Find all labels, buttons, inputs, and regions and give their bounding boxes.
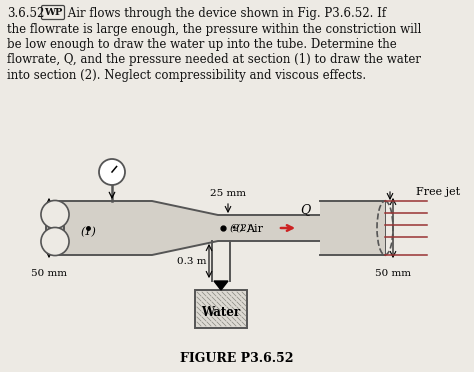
Text: FIGURE P3.6.52: FIGURE P3.6.52 — [180, 352, 294, 365]
Polygon shape — [214, 281, 228, 290]
Text: •(2): •(2) — [230, 224, 251, 232]
Text: (2): (2) — [230, 224, 245, 232]
Text: 25 mm: 25 mm — [210, 189, 246, 198]
FancyBboxPatch shape — [42, 6, 64, 19]
Text: Free jet: Free jet — [416, 187, 460, 197]
Text: the flowrate is large enough, the pressure within the constriction will: the flowrate is large enough, the pressu… — [7, 22, 421, 35]
Polygon shape — [55, 201, 385, 255]
Text: WP: WP — [44, 8, 62, 17]
Text: flowrate, Q, and the pressure needed at section (1) to draw the water: flowrate, Q, and the pressure needed at … — [7, 54, 421, 67]
Text: 3.6.52: 3.6.52 — [7, 7, 45, 20]
Text: Q: Q — [300, 203, 310, 217]
Text: be low enough to draw the water up into the tube. Determine the: be low enough to draw the water up into … — [7, 38, 397, 51]
Circle shape — [41, 227, 69, 256]
Bar — [195, 290, 247, 328]
Text: 0.3 m: 0.3 m — [177, 257, 207, 266]
Text: 50 mm: 50 mm — [31, 269, 67, 278]
Circle shape — [99, 159, 125, 185]
Bar — [320, 201, 385, 255]
Circle shape — [41, 201, 69, 228]
Text: Air: Air — [246, 224, 264, 234]
Text: into section (2). Neglect compressibility and viscous effects.: into section (2). Neglect compressibilit… — [7, 69, 366, 82]
Text: 50 mm: 50 mm — [375, 269, 411, 278]
Text: (1): (1) — [80, 227, 96, 237]
Text: Water: Water — [201, 305, 241, 318]
Text: Air flows through the device shown in Fig. P3.6.52. If: Air flows through the device shown in Fi… — [64, 7, 386, 20]
Ellipse shape — [46, 201, 64, 255]
